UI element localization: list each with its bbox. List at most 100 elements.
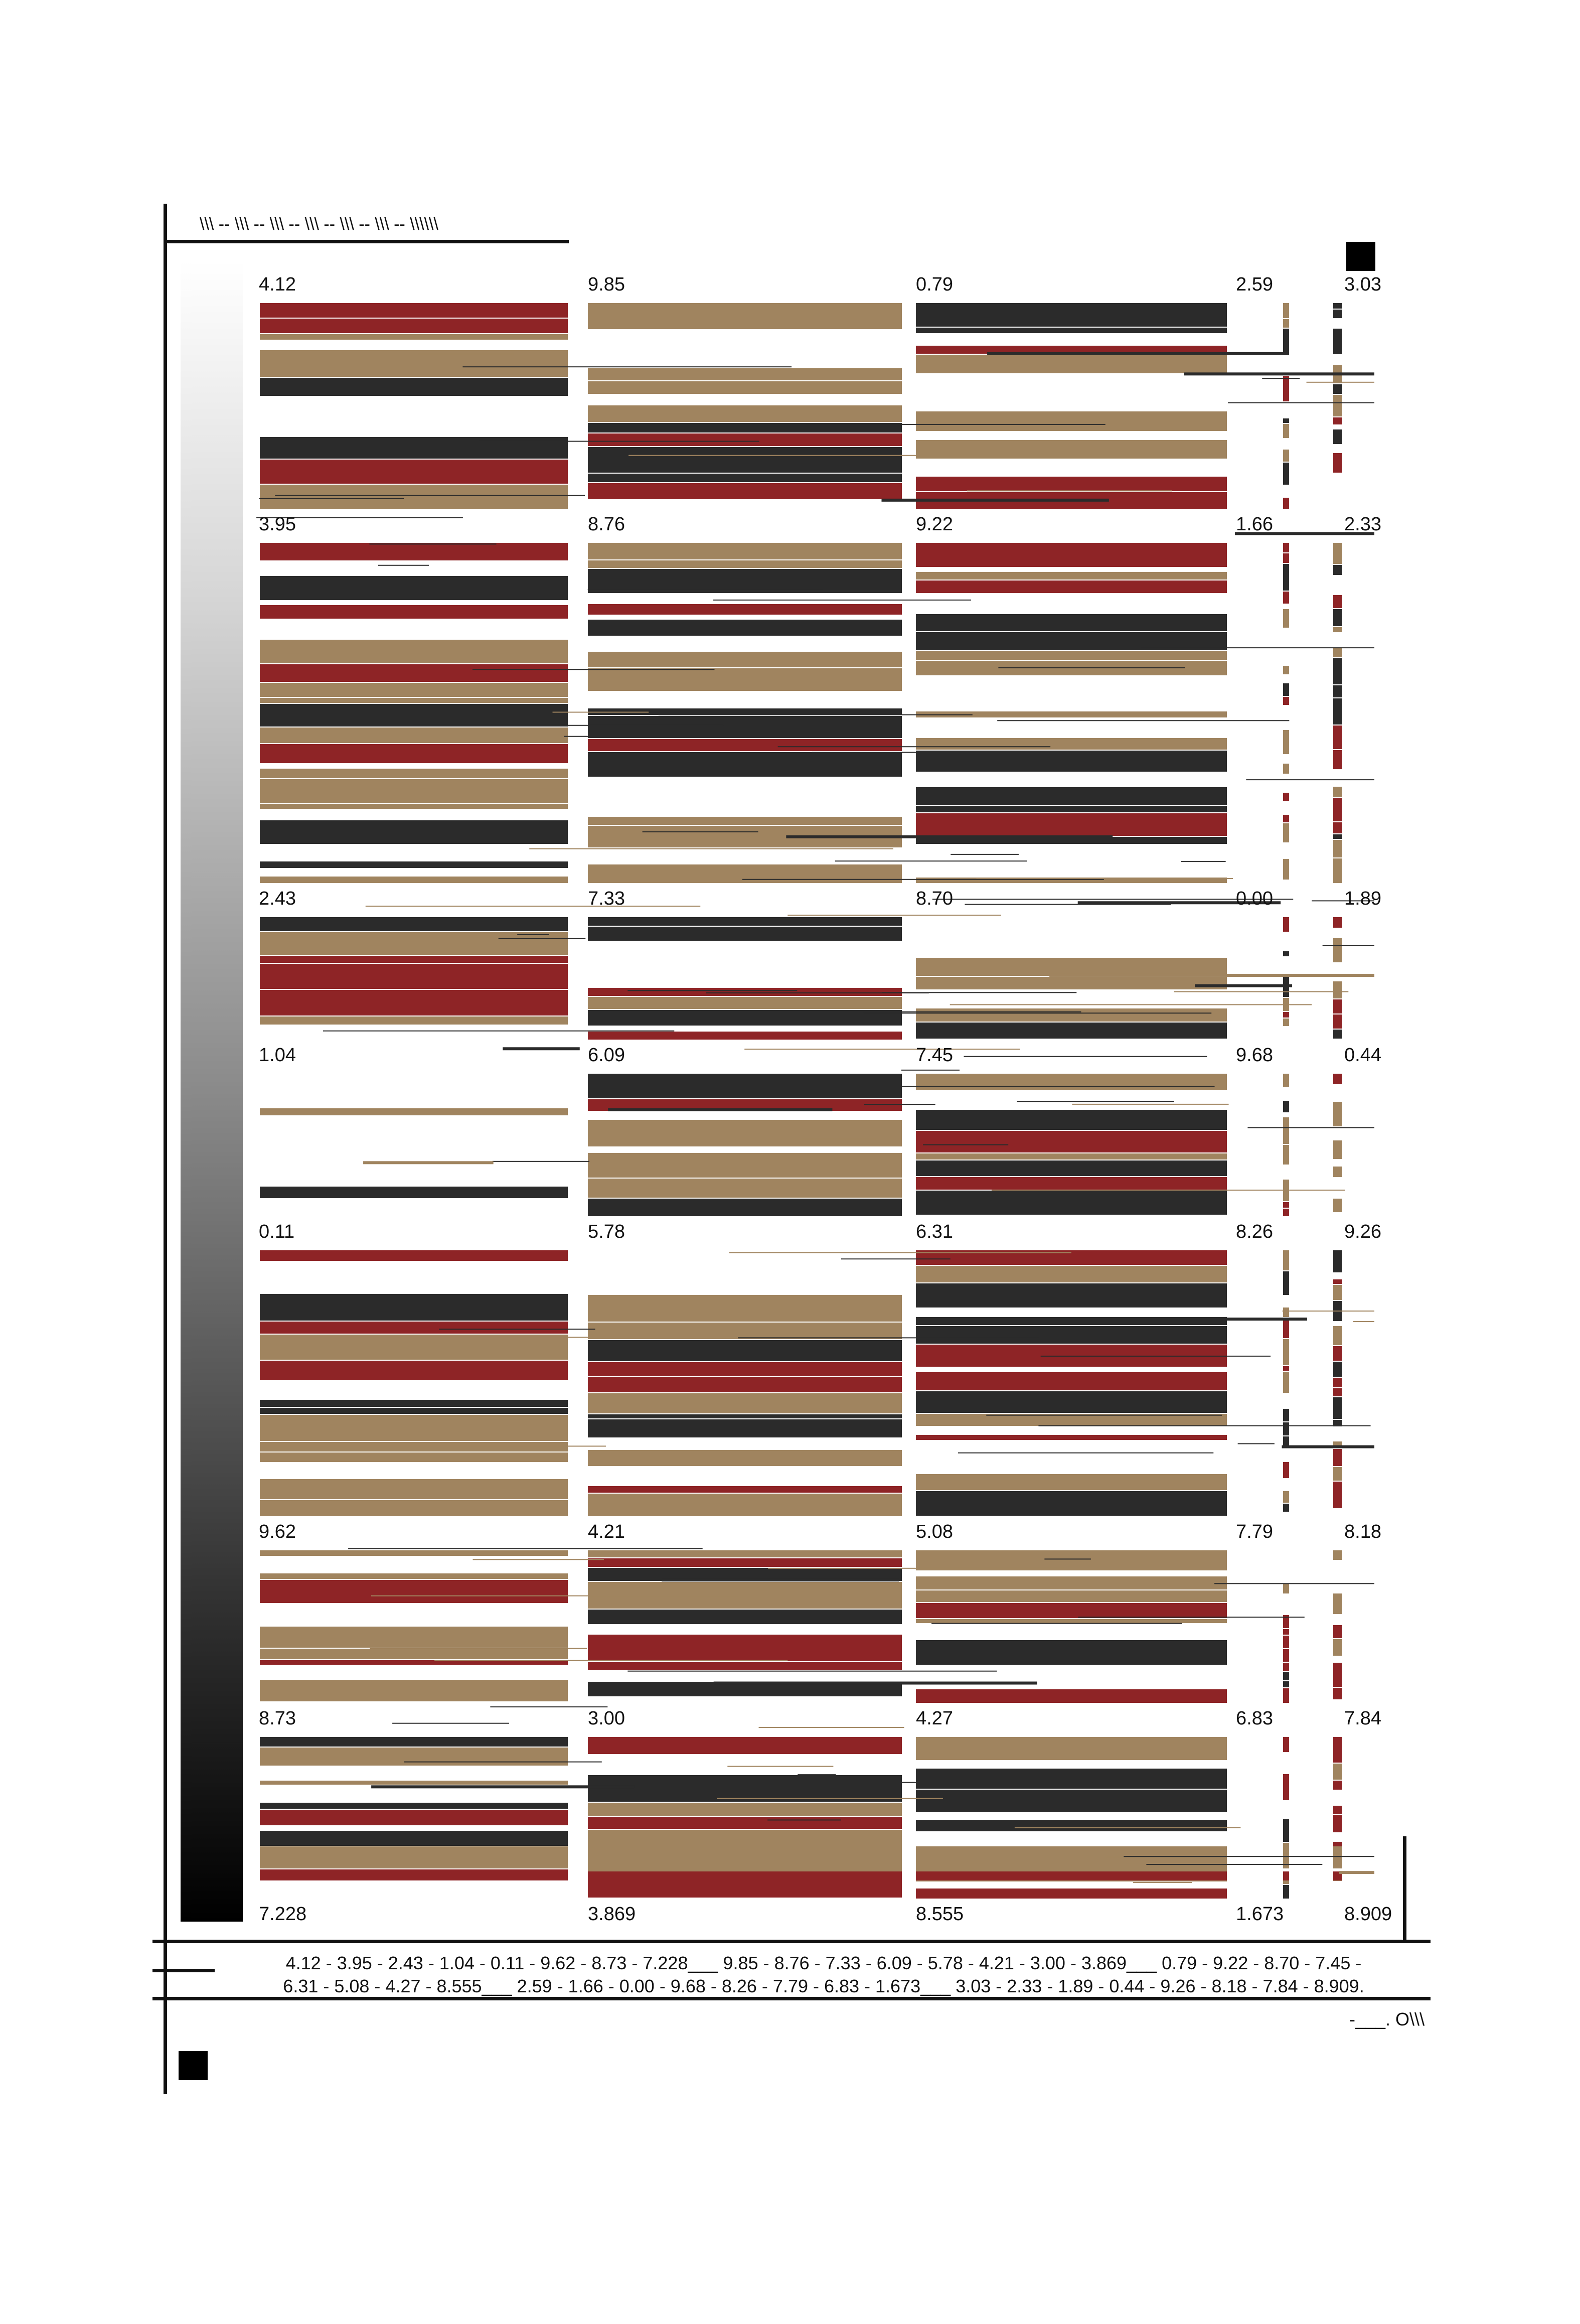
overlay-line [517, 934, 549, 935]
value-label: 2.59 [1236, 274, 1273, 295]
overlay-line [348, 1548, 703, 1549]
stripe-bar [916, 543, 1227, 567]
stripe-bar [588, 997, 902, 1009]
stripe-bar [1333, 1074, 1342, 1084]
stripe-bar [260, 820, 568, 844]
stripe-bar [1283, 303, 1289, 318]
stripe-bar [1333, 1482, 1342, 1508]
stripe-bar [1283, 1636, 1289, 1648]
overlay-line [881, 1086, 1215, 1087]
stripe-bar [1333, 725, 1342, 749]
stripe-bar [260, 437, 568, 459]
stripe-bar [916, 1160, 1227, 1176]
stripe-bar [1283, 1409, 1289, 1421]
value-label: 4.27 [916, 1708, 953, 1729]
stripe-bar [260, 1781, 568, 1785]
value-label: 2.33 [1344, 514, 1381, 535]
stripe-bar [1283, 564, 1289, 591]
stripe-bar [1283, 730, 1289, 754]
left-vertical-rule [164, 204, 167, 2094]
value-label: 0.11 [259, 1221, 295, 1242]
overlay-line [923, 1144, 1009, 1145]
stripe-bar [1283, 917, 1289, 932]
stripe-bar [1333, 1420, 1342, 1426]
stripe-bar [1283, 1339, 1289, 1365]
stripe-bar [916, 738, 1227, 750]
stripe-bar [1283, 1117, 1289, 1144]
stripe-bar [588, 1393, 902, 1413]
value-label: 8.73 [259, 1708, 296, 1729]
stripe-bar [260, 1408, 568, 1414]
stripe-bar [1333, 565, 1342, 575]
stripe-bar [260, 1322, 568, 1334]
stripe-bar [1283, 815, 1289, 822]
overlay-line [812, 752, 1144, 753]
stripe-bar [1283, 609, 1289, 628]
stripe-bar [1333, 395, 1342, 416]
stripe-bar [588, 739, 902, 751]
stripe-bar [916, 1820, 1227, 1831]
stripe-bar [588, 1880, 902, 1898]
overlay-line [627, 990, 798, 991]
top-header-rule [164, 240, 569, 243]
stripe-bar [588, 1074, 902, 1098]
stripe-bar [916, 1283, 1227, 1308]
stripe-bar [1283, 823, 1289, 842]
stripe-bar [1333, 1378, 1342, 1387]
stripe-bar [916, 477, 1227, 491]
value-label: 7.79 [1236, 1521, 1273, 1542]
overlay-line [1038, 1425, 1371, 1426]
stripe-bar [1283, 764, 1289, 774]
overlay-line [658, 714, 973, 715]
stripe-bar [260, 1810, 568, 1825]
stripe-bar [260, 1871, 568, 1880]
stripe-bar [1283, 1145, 1289, 1165]
overlay-line [371, 1595, 738, 1596]
overlay-line [958, 1452, 1214, 1454]
overlay-line [998, 667, 1185, 669]
value-label: 7.45 [916, 1045, 953, 1066]
stripe-bar [260, 1335, 568, 1360]
value-label: 9.26 [1344, 1221, 1381, 1242]
stripe-bar [1283, 1202, 1289, 1208]
stripe-bar [1333, 1449, 1342, 1466]
stripe-bar [1283, 683, 1289, 696]
overlay-line [587, 589, 823, 591]
overlay-line [1237, 1443, 1275, 1444]
stripe-bar [260, 1660, 568, 1665]
value-label: 8.18 [1344, 1521, 1381, 1542]
stripe-bar [1283, 951, 1289, 956]
overlay-line [1312, 900, 1374, 902]
stripe-bar [1283, 1271, 1289, 1295]
stripe-bar [260, 640, 568, 663]
stripe-bar [916, 837, 1227, 844]
stripe-bar [260, 576, 568, 600]
stripe-bar [588, 1550, 902, 1557]
stripe-bar [1283, 1504, 1289, 1512]
stripe-bar [260, 964, 568, 989]
stripe-bar [1283, 1436, 1289, 1446]
stripe-bar [588, 1635, 902, 1661]
overlay-line [1235, 532, 1374, 535]
stripe-bar [916, 1074, 1227, 1090]
stripe-bar [1283, 1422, 1289, 1435]
stripe-bar [1333, 685, 1342, 697]
overlay-line [662, 1578, 899, 1582]
stripe-bar [1283, 1012, 1289, 1018]
overlay-line [767, 1819, 841, 1821]
stripe-bar [1333, 1467, 1342, 1481]
stripe-bar [260, 1187, 568, 1198]
stripe-bar [916, 346, 1227, 354]
stripe-bar [1283, 1629, 1289, 1635]
overlay-line [863, 1012, 1212, 1014]
stripe-bar [588, 927, 902, 941]
overlay-line [729, 1252, 1071, 1253]
stripe-bar [588, 1199, 902, 1216]
stripe-bar [1333, 917, 1342, 928]
overlay-line [713, 599, 972, 601]
stripe-bar [260, 1737, 568, 1747]
stripe-bar [260, 704, 568, 727]
stripe-bar [588, 1817, 902, 1829]
stripe-bar [1283, 1250, 1289, 1270]
overlay-line [471, 1445, 606, 1447]
